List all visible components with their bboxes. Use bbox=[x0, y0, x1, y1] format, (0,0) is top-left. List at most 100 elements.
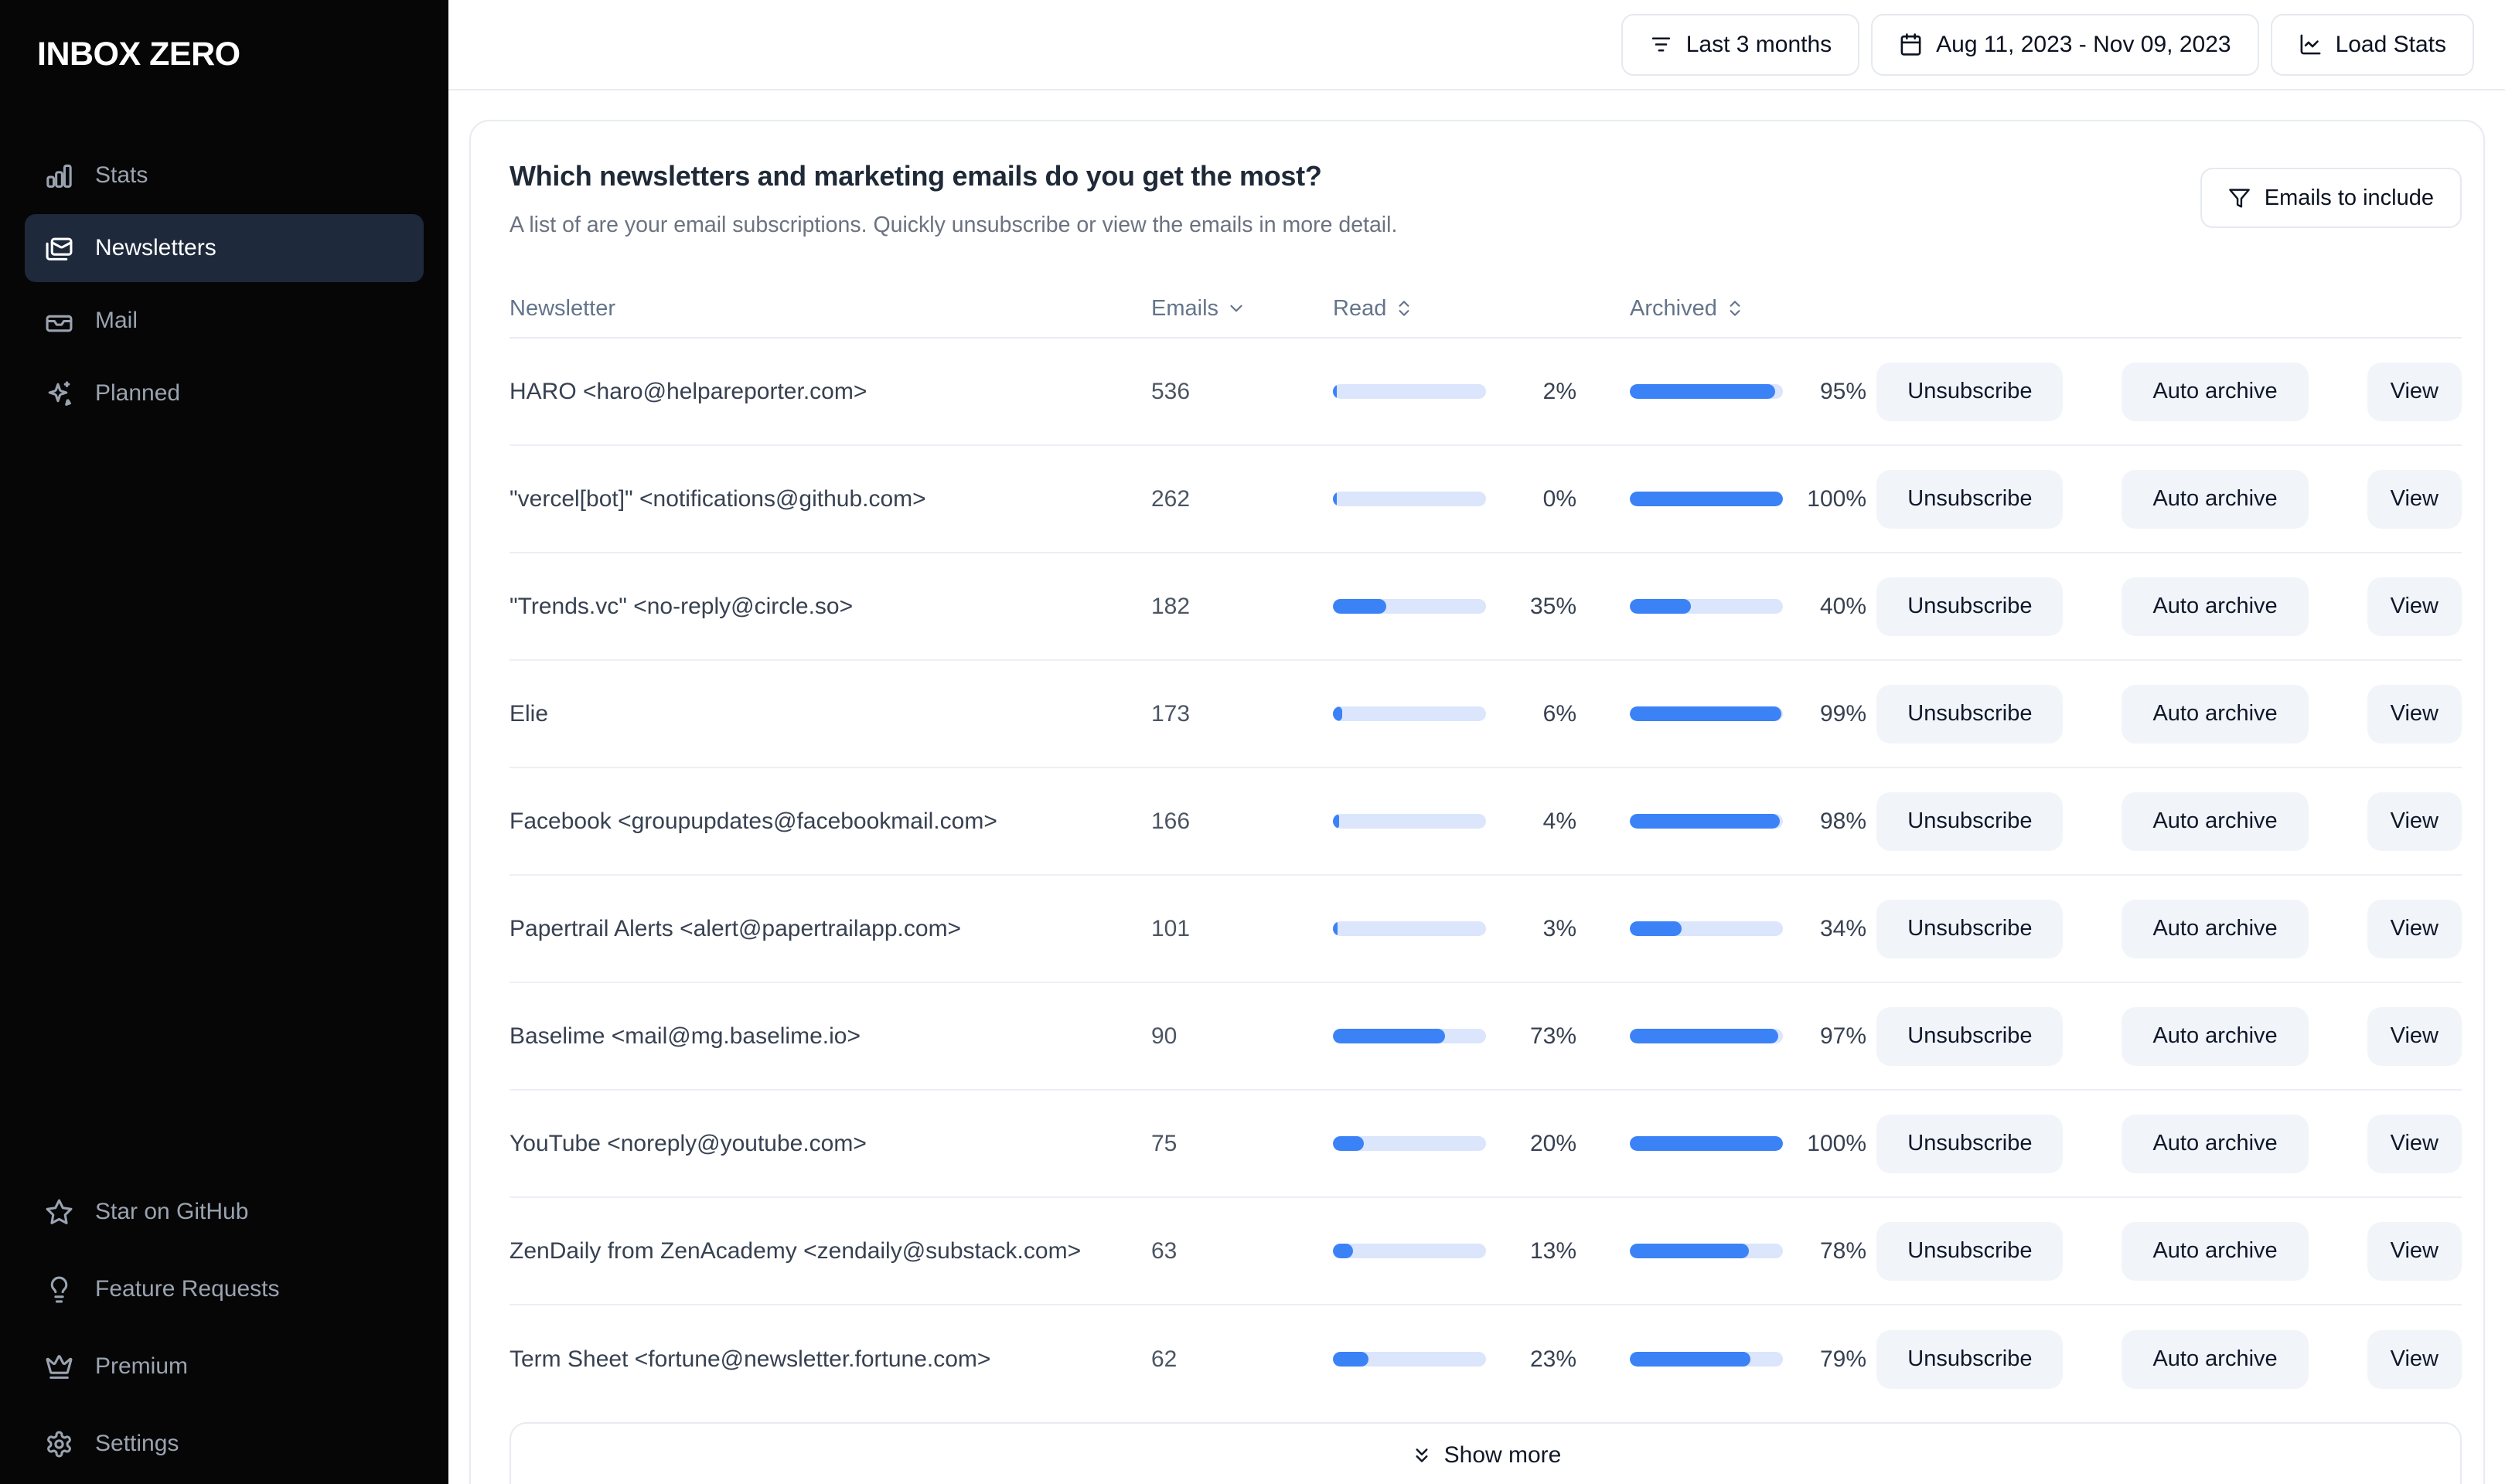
sidebar-item-newsletters[interactable]: Newsletters bbox=[25, 214, 424, 282]
unsubscribe-button[interactable]: Unsubscribe bbox=[1876, 577, 2064, 636]
read-meter: 20% bbox=[1333, 1131, 1576, 1157]
view-button[interactable]: View bbox=[2367, 469, 2462, 529]
read-progress-bar bbox=[1333, 921, 1486, 936]
newsletter-name: Papertrail Alerts <alert@papertrailapp.c… bbox=[510, 915, 962, 941]
archived-meter: 78% bbox=[1630, 1238, 1866, 1264]
row-actions: Unsubscribe Auto archive View bbox=[1876, 1006, 2462, 1066]
archived-progress-fill bbox=[1630, 921, 1682, 936]
archived-meter: 79% bbox=[1630, 1346, 1866, 1373]
read-percentage: 20% bbox=[1529, 1130, 1576, 1156]
auto-archive-button[interactable]: Auto archive bbox=[2122, 684, 2309, 744]
date-range-picker-button[interactable]: Aug 11, 2023 - Nov 09, 2023 bbox=[1871, 13, 2259, 76]
view-button[interactable]: View bbox=[2367, 362, 2462, 421]
load-stats-button[interactable]: Load Stats bbox=[2270, 13, 2474, 76]
column-header-read[interactable]: Read bbox=[1333, 296, 1576, 322]
unsubscribe-button[interactable]: Unsubscribe bbox=[1876, 362, 2064, 421]
unsubscribe-button[interactable]: Unsubscribe bbox=[1876, 1006, 2064, 1066]
view-button[interactable]: View bbox=[2367, 1006, 2462, 1066]
read-progress-fill bbox=[1333, 1029, 1445, 1043]
table-row: Baselime <mail@mg.baselime.io> 90 73% 97… bbox=[510, 983, 2462, 1091]
unsubscribe-button[interactable]: Unsubscribe bbox=[1876, 1221, 2064, 1281]
column-header-newsletter: Newsletter bbox=[510, 296, 1151, 322]
email-count: 166 bbox=[1151, 808, 1191, 834]
auto-archive-button[interactable]: Auto archive bbox=[2122, 362, 2309, 421]
row-actions: Unsubscribe Auto archive View bbox=[1876, 1114, 2462, 1173]
read-meter: 4% bbox=[1333, 808, 1576, 835]
archived-percentage: 98% bbox=[1819, 808, 1866, 834]
content-area: Which newsletters and marketing emails d… bbox=[448, 90, 2505, 1484]
read-progress-bar bbox=[1333, 1352, 1486, 1367]
archived-progress-bar bbox=[1630, 814, 1783, 829]
sidebar-item-mail[interactable]: Mail bbox=[25, 287, 424, 355]
email-count: 101 bbox=[1151, 915, 1191, 941]
app-logo[interactable]: INBOX ZERO bbox=[37, 36, 240, 73]
sidebar-nav: Stats Newsletters Mail Planned bbox=[25, 141, 424, 427]
read-progress-fill bbox=[1333, 1136, 1364, 1151]
show-more-button[interactable]: Show more bbox=[510, 1422, 2462, 1484]
view-button[interactable]: View bbox=[2367, 899, 2462, 958]
filter-lines-icon bbox=[1651, 37, 1670, 52]
date-range-preset-button[interactable]: Last 3 months bbox=[1621, 13, 1860, 76]
newsletter-name: "Trends.vc" <no-reply@circle.so> bbox=[510, 593, 854, 619]
show-more-label: Show more bbox=[1443, 1442, 1562, 1468]
page-subtitle: A list of are your email subscriptions. … bbox=[510, 213, 1398, 237]
archived-progress-fill bbox=[1630, 814, 1780, 829]
auto-archive-button[interactable]: Auto archive bbox=[2122, 899, 2309, 958]
unsubscribe-button[interactable]: Unsubscribe bbox=[1876, 1329, 2064, 1389]
sidebar-item-label: Mail bbox=[95, 308, 138, 333]
read-progress-fill bbox=[1333, 1244, 1353, 1258]
auto-archive-button[interactable]: Auto archive bbox=[2122, 1329, 2309, 1389]
read-progress-bar bbox=[1333, 706, 1486, 721]
newsletter-header-label: Newsletter bbox=[510, 295, 615, 321]
archived-meter: 99% bbox=[1630, 701, 1866, 727]
archived-progress-bar bbox=[1630, 1136, 1783, 1151]
emails-header-label: Emails bbox=[1151, 295, 1219, 321]
sidebar-item-stats[interactable]: Stats bbox=[25, 141, 424, 209]
auto-archive-button[interactable]: Auto archive bbox=[2122, 1114, 2309, 1173]
read-progress-bar bbox=[1333, 384, 1486, 399]
unsubscribe-button[interactable]: Unsubscribe bbox=[1876, 684, 2064, 744]
unsubscribe-button[interactable]: Unsubscribe bbox=[1876, 791, 2064, 851]
archived-progress-bar bbox=[1630, 599, 1783, 614]
table-row: Papertrail Alerts <alert@papertrailapp.c… bbox=[510, 876, 2462, 983]
view-button[interactable]: View bbox=[2367, 1329, 2462, 1389]
read-meter: 6% bbox=[1333, 701, 1576, 727]
read-progress-bar bbox=[1333, 814, 1486, 829]
view-button[interactable]: View bbox=[2367, 684, 2462, 744]
sidebar-item-star-on-github[interactable]: Star on GitHub bbox=[25, 1178, 424, 1246]
archived-progress-bar bbox=[1630, 1029, 1783, 1043]
chevron-down-icon bbox=[1230, 305, 1242, 312]
auto-archive-button[interactable]: Auto archive bbox=[2122, 791, 2309, 851]
sidebar-item-settings[interactable]: Settings bbox=[25, 1410, 424, 1478]
auto-archive-button[interactable]: Auto archive bbox=[2122, 1006, 2309, 1066]
table-body: HARO <haro@helpareporter.com> 536 2% 95%… bbox=[510, 339, 2462, 1413]
table-header-row: Newsletter Emails Read Archived bbox=[510, 280, 2462, 339]
unsubscribe-button[interactable]: Unsubscribe bbox=[1876, 1114, 2064, 1173]
archived-percentage: 100% bbox=[1807, 1130, 1866, 1156]
sidebar-item-premium[interactable]: Premium bbox=[25, 1333, 424, 1401]
view-button[interactable]: View bbox=[2367, 791, 2462, 851]
column-header-emails[interactable]: Emails bbox=[1151, 296, 1333, 322]
read-progress-fill bbox=[1333, 384, 1337, 399]
unsubscribe-button[interactable]: Unsubscribe bbox=[1876, 469, 2064, 529]
auto-archive-button[interactable]: Auto archive bbox=[2122, 469, 2309, 529]
view-button[interactable]: View bbox=[2367, 577, 2462, 636]
table-row: "vercel[bot]" <notifications@github.com>… bbox=[510, 446, 2462, 553]
unsubscribe-button[interactable]: Unsubscribe bbox=[1876, 899, 2064, 958]
read-percentage: 13% bbox=[1529, 1237, 1576, 1264]
sidebar-item-planned[interactable]: Planned bbox=[25, 359, 424, 427]
archived-meter: 34% bbox=[1630, 916, 1866, 942]
archived-percentage: 99% bbox=[1819, 700, 1866, 727]
archived-header-label: Archived bbox=[1630, 295, 1717, 321]
newsletter-name: "vercel[bot]" <notifications@github.com> bbox=[510, 485, 926, 512]
view-button[interactable]: View bbox=[2367, 1114, 2462, 1173]
sidebar-item-feature-requests[interactable]: Feature Requests bbox=[25, 1255, 424, 1323]
column-header-archived[interactable]: Archived bbox=[1630, 296, 1866, 322]
read-progress-fill bbox=[1333, 492, 1337, 506]
archived-progress-fill bbox=[1630, 1136, 1783, 1151]
auto-archive-button[interactable]: Auto archive bbox=[2122, 577, 2309, 636]
emails-to-include-button[interactable]: Emails to include bbox=[2200, 168, 2462, 228]
auto-archive-button[interactable]: Auto archive bbox=[2122, 1221, 2309, 1281]
read-progress-bar bbox=[1333, 1136, 1486, 1151]
view-button[interactable]: View bbox=[2367, 1221, 2462, 1281]
